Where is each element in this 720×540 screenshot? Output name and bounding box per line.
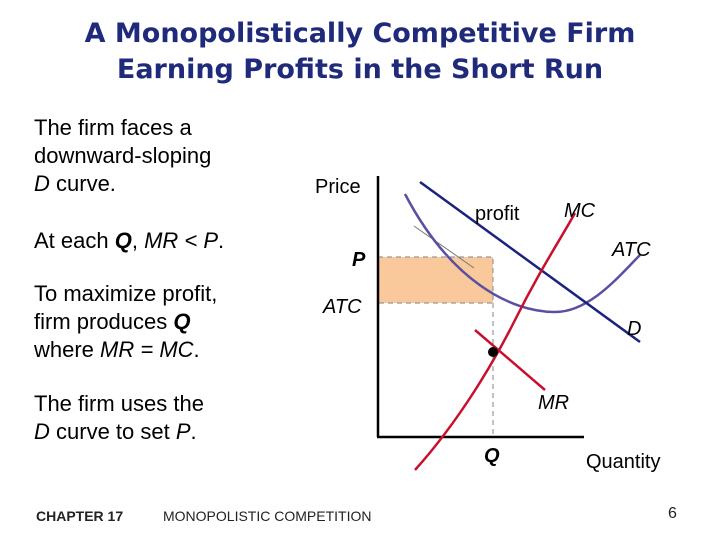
page-number: 6 — [668, 505, 677, 522]
title-line-1: A Monopolistically Competitive Firm — [84, 18, 636, 49]
mc-label: MC — [564, 200, 596, 222]
y-axis-label: Price — [315, 176, 361, 198]
mr-mc-intersection-point — [488, 347, 498, 357]
atc-curve — [403, 193, 641, 314]
bullet-3-where: where — [34, 337, 101, 362]
bullet-4-line-1: The firm uses the — [34, 391, 204, 416]
bullet-2-q: Q — [114, 228, 132, 253]
bullet-3-line-2: firm produces Q — [34, 308, 217, 336]
bullet-4-d: D — [34, 419, 50, 444]
bullet-1-line-3: D curve. — [34, 170, 211, 198]
demand-curve — [419, 180, 641, 344]
bullet-1-line-1: The firm faces a — [34, 115, 192, 140]
bullet-1-line-2: downward-sloping — [34, 143, 212, 168]
bullet-3-expr: MR = MC — [100, 337, 194, 362]
mc-curve — [414, 212, 577, 471]
bullet-2-prefix: At each — [34, 228, 115, 253]
bullet-1-curve: curve. — [49, 171, 116, 196]
bullet-3-end: . — [193, 337, 200, 362]
bullet-2-expr: MR < P — [144, 228, 219, 253]
profit-label: profit — [475, 203, 520, 225]
title-line-2: Earning Profits in the Short Run — [116, 54, 604, 85]
bullet-3-line-1: To maximize profit, — [34, 281, 218, 306]
footer-chapter: CHAPTER 17 — [36, 508, 124, 524]
atc-curve-label: ATC — [611, 239, 651, 261]
profit-area — [377, 256, 494, 304]
bullet-set-price: The firm uses the D curve to set P. — [34, 390, 204, 446]
footer-topic: MONOPOLISTIC COMPETITION — [163, 508, 372, 524]
bullet-2-comma: , — [131, 228, 145, 253]
demand-label: D — [627, 318, 641, 340]
bullet-3-line-3: where MR = MC. — [34, 336, 217, 364]
mr-label: MR — [538, 392, 569, 414]
bullet-4-p: P — [175, 419, 191, 444]
price-p-label: P — [352, 249, 366, 271]
slide-title: A Monopolistically Competitive Firm Earn… — [0, 16, 720, 88]
bullet-3-pre: firm produces — [34, 309, 174, 334]
bullet-3-q: Q — [173, 309, 191, 334]
bullet-2-end: . — [218, 228, 225, 253]
mr-curve — [474, 329, 546, 391]
bullet-demand-curve: The firm faces a downward-sloping D curv… — [34, 114, 211, 198]
bullet-maximize-profit: To maximize profit, firm produces Q wher… — [34, 280, 217, 364]
quantity-q-label: Q — [484, 445, 500, 467]
x-axis-label: Quantity — [586, 451, 660, 473]
bullet-4-line-2: D curve to set P. — [34, 418, 204, 446]
bullet-4-end: . — [190, 419, 197, 444]
bullet-1-d: D — [34, 171, 50, 196]
bullet-mr-less-p: At each Q, MR < P. — [34, 227, 224, 255]
atc-axis-label: ATC — [322, 296, 362, 318]
profit-pointer-line — [413, 225, 475, 269]
bullet-4-mid: curve to set — [49, 419, 176, 444]
